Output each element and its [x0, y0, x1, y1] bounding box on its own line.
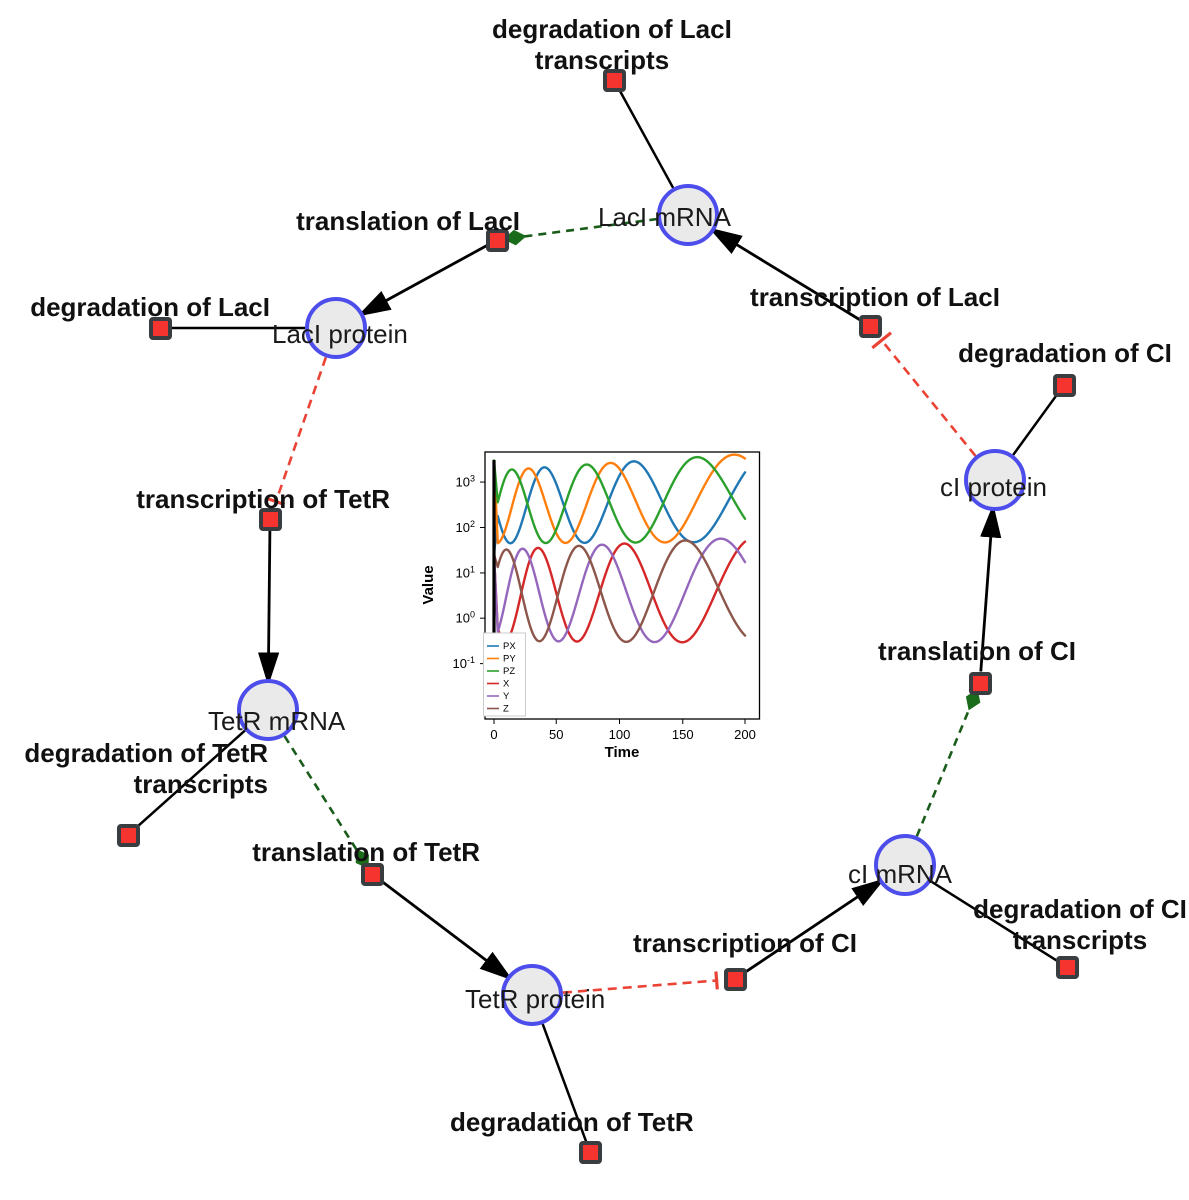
svg-text:PZ: PZ [503, 666, 515, 677]
svg-text:0: 0 [490, 727, 497, 742]
svg-text:Time: Time [605, 744, 640, 761]
svg-text:PY: PY [503, 654, 516, 665]
svg-text:X: X [503, 679, 510, 690]
svg-text:150: 150 [672, 727, 694, 742]
svg-text:100: 100 [609, 727, 631, 742]
svg-text:100: 100 [456, 610, 475, 626]
svg-text:Value: Value [420, 565, 437, 604]
svg-text:Z: Z [503, 704, 509, 715]
svg-text:50: 50 [549, 727, 563, 742]
svg-text:102: 102 [456, 519, 475, 535]
svg-text:200: 200 [734, 727, 756, 742]
svg-text:Y: Y [503, 691, 510, 702]
svg-text:101: 101 [456, 564, 475, 580]
svg-text:10-1: 10-1 [453, 655, 475, 671]
svg-text:103: 103 [456, 474, 475, 490]
svg-text:PX: PX [503, 641, 516, 652]
